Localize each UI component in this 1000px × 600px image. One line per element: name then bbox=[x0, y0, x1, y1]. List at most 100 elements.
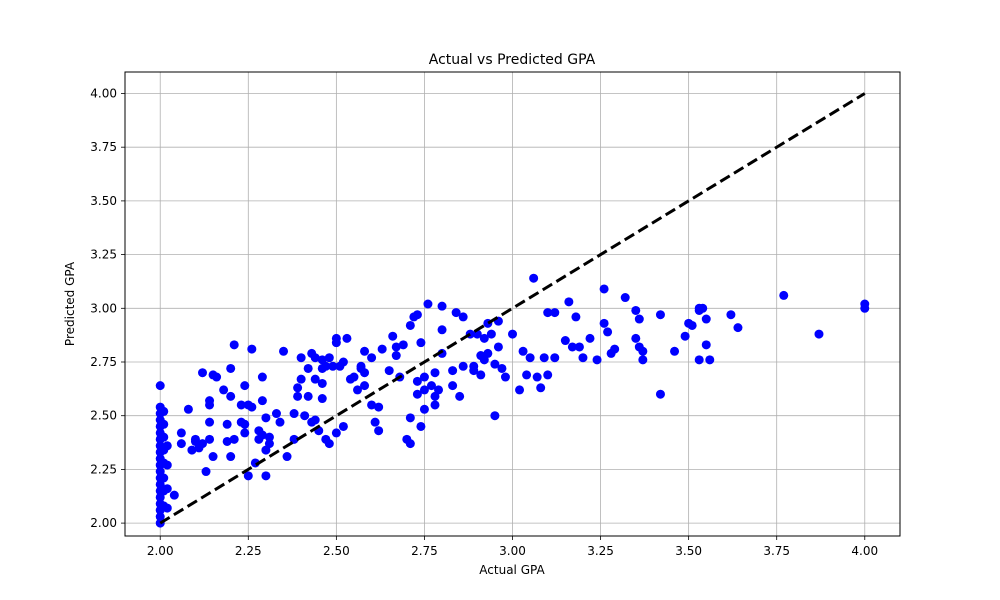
data-point bbox=[229, 434, 239, 444]
data-point bbox=[631, 333, 641, 343]
data-point bbox=[264, 439, 274, 449]
data-point bbox=[321, 361, 331, 371]
data-point bbox=[264, 432, 274, 442]
reference-diagonal-line bbox=[159, 92, 866, 525]
data-point bbox=[578, 353, 588, 363]
data-point bbox=[405, 439, 415, 449]
data-point bbox=[176, 439, 186, 449]
data-point bbox=[222, 436, 232, 446]
data-points bbox=[155, 273, 870, 528]
data-point bbox=[342, 333, 352, 343]
data-point bbox=[701, 340, 711, 350]
data-point bbox=[419, 385, 429, 395]
data-point bbox=[610, 344, 620, 354]
data-point bbox=[814, 329, 824, 339]
data-point bbox=[360, 368, 370, 378]
data-point bbox=[331, 333, 341, 343]
x-tick-label: 3.25 bbox=[587, 544, 614, 558]
data-point bbox=[328, 361, 338, 371]
data-point bbox=[236, 400, 246, 410]
data-point bbox=[779, 290, 789, 300]
x-tick-label: 4.00 bbox=[851, 544, 878, 558]
data-point bbox=[490, 359, 500, 369]
y-tick-label: 3.75 bbox=[90, 140, 117, 154]
data-point bbox=[176, 428, 186, 438]
data-point bbox=[483, 348, 493, 358]
data-point bbox=[458, 361, 468, 371]
data-point bbox=[293, 383, 303, 393]
x-axis-title: Actual GPA bbox=[479, 563, 545, 577]
data-point bbox=[367, 353, 377, 363]
data-point bbox=[518, 346, 528, 356]
data-point bbox=[247, 402, 257, 412]
data-point bbox=[169, 490, 179, 500]
x-tick-label: 2.25 bbox=[235, 544, 262, 558]
data-point bbox=[451, 308, 461, 318]
y-tick-label: 2.75 bbox=[90, 355, 117, 369]
data-point bbox=[860, 299, 870, 309]
data-point bbox=[434, 385, 444, 395]
data-point bbox=[567, 342, 577, 352]
data-point bbox=[162, 503, 172, 513]
data-point bbox=[201, 467, 211, 477]
y-tick-label: 2.50 bbox=[90, 409, 117, 423]
y-axis-ticks: 2.00 2.25 2.50 2.75 3.00 3.25 3.50 3.75 4.00 bbox=[90, 86, 125, 530]
data-point bbox=[448, 366, 458, 376]
data-point bbox=[655, 389, 665, 399]
data-point bbox=[603, 327, 613, 337]
data-point bbox=[271, 409, 281, 419]
data-point bbox=[592, 355, 602, 365]
data-point bbox=[208, 452, 218, 462]
x-tick-label: 3.50 bbox=[675, 544, 702, 558]
data-point bbox=[437, 325, 447, 335]
data-point bbox=[398, 340, 408, 350]
data-point bbox=[183, 404, 193, 414]
data-point bbox=[701, 314, 711, 324]
data-point bbox=[430, 368, 440, 378]
data-point bbox=[159, 406, 169, 416]
data-point bbox=[455, 391, 465, 401]
data-point bbox=[705, 355, 715, 365]
data-point bbox=[360, 346, 370, 356]
x-tick-label: 2.50 bbox=[323, 544, 350, 558]
data-point bbox=[529, 273, 539, 283]
data-point bbox=[599, 318, 609, 328]
data-point bbox=[190, 434, 200, 444]
data-point bbox=[219, 385, 229, 395]
data-point bbox=[317, 394, 327, 404]
data-point bbox=[448, 381, 458, 391]
data-point bbox=[377, 344, 387, 354]
data-point bbox=[564, 297, 574, 307]
data-point bbox=[515, 385, 525, 395]
data-point bbox=[437, 301, 447, 311]
data-point bbox=[374, 426, 384, 436]
data-point bbox=[493, 342, 503, 352]
data-point bbox=[353, 385, 362, 395]
x-tick-label: 3.75 bbox=[763, 544, 790, 558]
data-point bbox=[155, 512, 165, 522]
y-tick-label: 2.00 bbox=[90, 516, 117, 530]
data-point bbox=[694, 355, 704, 365]
data-point bbox=[162, 484, 172, 494]
data-point bbox=[733, 323, 743, 333]
data-point bbox=[391, 351, 401, 361]
data-point bbox=[631, 305, 641, 315]
y-tick-label: 3.50 bbox=[90, 194, 117, 208]
data-point bbox=[497, 363, 507, 373]
data-point bbox=[367, 400, 377, 410]
data-point bbox=[303, 391, 313, 401]
data-point bbox=[159, 473, 169, 483]
data-point bbox=[543, 308, 553, 318]
y-tick-label: 2.25 bbox=[90, 462, 117, 476]
data-point bbox=[698, 303, 708, 313]
data-point bbox=[638, 355, 648, 365]
data-point bbox=[243, 471, 253, 481]
data-point bbox=[303, 363, 313, 373]
y-axis-title: Predicted GPA bbox=[63, 261, 77, 346]
data-point bbox=[324, 439, 334, 449]
data-point bbox=[226, 363, 236, 373]
data-point bbox=[550, 308, 560, 318]
data-point bbox=[412, 376, 422, 386]
x-tick-label: 3.00 bbox=[499, 544, 526, 558]
